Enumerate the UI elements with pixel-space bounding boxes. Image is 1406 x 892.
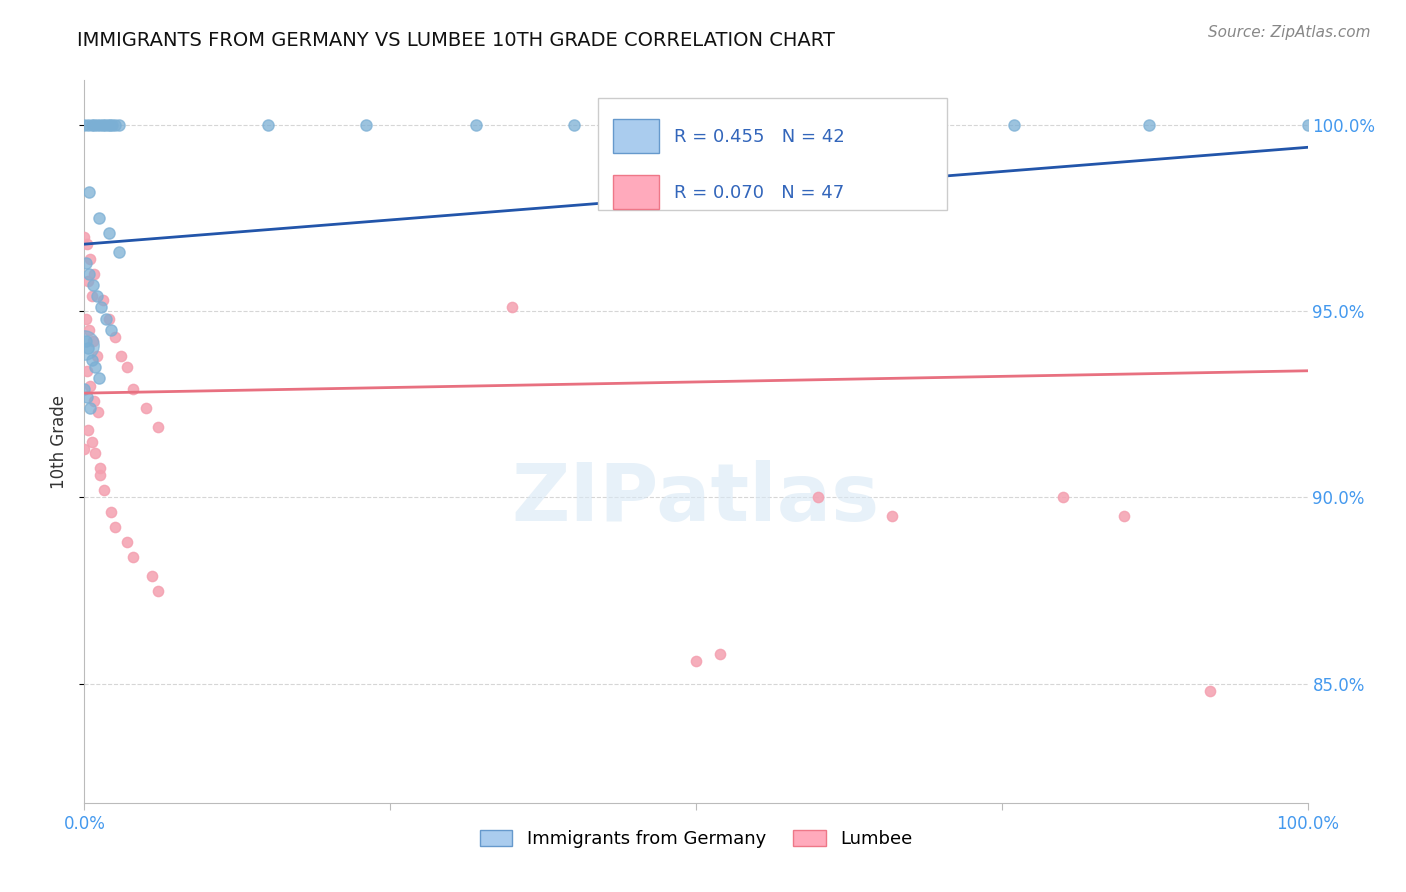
Text: ZIPatlas: ZIPatlas [512, 460, 880, 539]
Point [100, 323, 122, 337]
Text: R = 0.455   N = 42: R = 0.455 N = 42 [673, 128, 845, 146]
Y-axis label: 10th Grade: 10th Grade [49, 394, 67, 489]
Point [76, 390, 98, 404]
Point [146, 583, 169, 598]
Point [96, 311, 118, 326]
Point [104, 330, 127, 344]
Text: R = 0.070   N = 47: R = 0.070 N = 47 [673, 184, 844, 202]
Point [807, 491, 830, 505]
Point [77, 185, 100, 199]
Point [90, 301, 112, 315]
Point [84, 359, 107, 374]
FancyBboxPatch shape [613, 119, 659, 153]
Point [83, 267, 105, 281]
Point [107, 118, 129, 132]
Point [75, 256, 97, 270]
Point [87, 371, 110, 385]
Point [97, 311, 120, 326]
FancyBboxPatch shape [598, 98, 946, 211]
Point [905, 118, 928, 132]
Point [502, 301, 524, 315]
Point [97, 118, 120, 132]
Point [100, 505, 122, 519]
Point [783, 118, 806, 132]
Point [75, 311, 97, 326]
Point [1002, 118, 1025, 132]
Point [77, 267, 100, 281]
FancyBboxPatch shape [613, 175, 659, 209]
Point [76, 237, 98, 252]
Point [122, 383, 145, 397]
Point [464, 118, 486, 132]
Point [98, 118, 121, 132]
Point [97, 226, 120, 240]
Point [73, 337, 96, 351]
Text: Source: ZipAtlas.com: Source: ZipAtlas.com [1208, 25, 1371, 40]
Point [82, 334, 104, 348]
Point [91, 118, 114, 132]
Point [82, 278, 104, 293]
Point [93, 483, 115, 497]
Point [107, 244, 129, 259]
Point [77, 342, 100, 356]
Point [77, 323, 100, 337]
Point [89, 460, 111, 475]
Point [104, 118, 127, 132]
Point [110, 349, 132, 363]
Point [80, 352, 103, 367]
Point [257, 118, 280, 132]
Point [89, 118, 111, 132]
Point [94, 118, 117, 132]
Point [80, 434, 103, 449]
Text: IMMIGRANTS FROM GERMANY VS LUMBEE 10TH GRADE CORRELATION CHART: IMMIGRANTS FROM GERMANY VS LUMBEE 10TH G… [77, 31, 835, 50]
Point [86, 118, 108, 132]
Point [91, 293, 114, 307]
Point [75, 334, 97, 348]
Point [354, 118, 377, 132]
Point [86, 289, 108, 303]
Point [79, 401, 101, 415]
Point [87, 211, 110, 225]
Point [115, 535, 138, 549]
Point [79, 378, 101, 392]
Point [79, 252, 101, 266]
Point [73, 229, 96, 244]
Point [77, 118, 100, 132]
Point [76, 364, 98, 378]
Point [1052, 491, 1074, 505]
Point [1137, 118, 1160, 132]
Point [115, 359, 138, 374]
Point [880, 509, 903, 524]
Point [146, 419, 169, 434]
Point [685, 654, 707, 668]
Point [1114, 509, 1136, 524]
Point [73, 442, 96, 456]
Point [84, 446, 107, 460]
Point [86, 349, 108, 363]
Legend: Immigrants from Germany, Lumbee: Immigrants from Germany, Lumbee [472, 822, 920, 855]
Point [80, 289, 103, 303]
Point [104, 520, 127, 534]
Point [1296, 118, 1319, 132]
Point [562, 118, 585, 132]
Point [1198, 684, 1220, 698]
Point [83, 118, 105, 132]
Point [83, 393, 105, 408]
Point [141, 568, 163, 582]
Point [122, 549, 145, 564]
Point [101, 118, 124, 132]
Point [709, 647, 731, 661]
Point [80, 118, 103, 132]
Point [87, 405, 110, 419]
Point [77, 423, 100, 437]
Point [77, 274, 100, 288]
Point [135, 401, 157, 415]
Point [73, 383, 96, 397]
Point [89, 468, 111, 483]
Point [73, 118, 96, 132]
